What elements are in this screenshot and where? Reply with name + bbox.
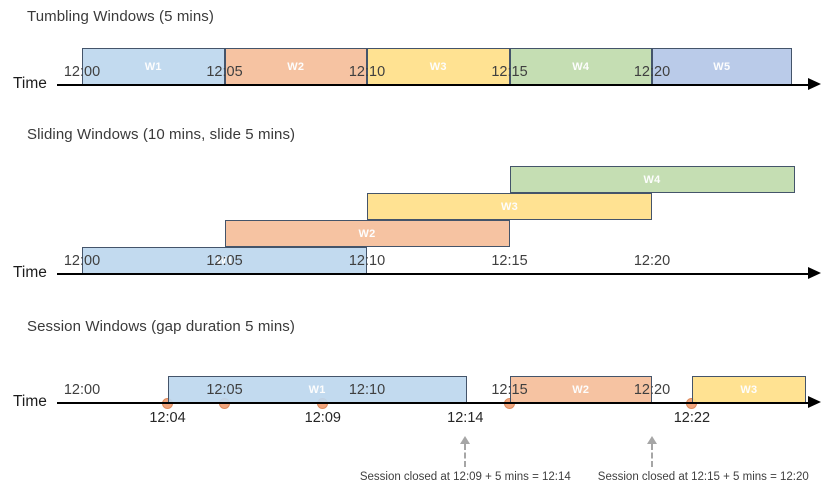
window-label: W4 (572, 60, 590, 73)
window-label: W3 (429, 60, 447, 73)
session-section-title: Session Windows (gap duration 5 mins) (27, 318, 295, 335)
tick-label: 12:20 (633, 382, 671, 398)
window-box-w1: W1 (167, 376, 467, 403)
sliding-section-title: Sliding Windows (10 mins, slide 5 mins) (27, 126, 296, 143)
window-label: W1 (308, 383, 326, 396)
window-label: W1 (215, 254, 234, 267)
window-box-w2: W2 (509, 376, 652, 403)
session-close-annotation: Session closed at 12:15 + 5 mins = 12:20 (597, 471, 809, 483)
tick-label: 12:00 (63, 382, 101, 398)
window-box-w3: W3 (691, 376, 806, 403)
tick-label: 12:20 (633, 253, 671, 269)
event-time-label: 12:09 (304, 410, 341, 426)
tick-label: 12:15 (491, 253, 528, 269)
window-label: W5 (713, 60, 731, 73)
window-box-w4: W4 (509, 48, 652, 85)
window-label: W2 (572, 383, 590, 396)
time-axis-arrowhead-icon (808, 267, 821, 279)
tick-label: 12:05 (206, 253, 243, 269)
session-time-axis-label: Time (13, 393, 47, 410)
tick-label: 12:05 (206, 382, 243, 398)
window-label: W3 (500, 200, 519, 213)
tick-label: 12:10 (348, 253, 386, 269)
tumbling-time-axis-label: Time (13, 75, 47, 92)
tick-label: 12:20 (633, 64, 671, 80)
window-box-w1: W1 (82, 48, 225, 85)
window-box-w4: W4 (509, 166, 795, 193)
time-axis-arrowhead-icon (808, 78, 821, 90)
sliding-time-axis-label: Time (13, 264, 47, 281)
tick-label: 12:05 (206, 64, 243, 80)
session-close-up-arrow-icon (460, 436, 471, 467)
event-time-label: 12:04 (149, 410, 186, 426)
window-box-w2: W2 (224, 220, 510, 247)
window-label: W2 (287, 60, 305, 73)
time-axis-line (57, 402, 808, 404)
window-label: W4 (643, 173, 661, 186)
time-axis-arrowhead-icon (808, 396, 821, 408)
dashed-arrow-stem (651, 444, 653, 467)
window-box-w3: W3 (367, 193, 652, 220)
window-box-w2: W2 (224, 48, 367, 85)
tick-label: 12:00 (63, 253, 101, 269)
session-close-time-label: 12:14 (447, 410, 484, 426)
session-close-annotation: Session closed at 12:09 + 5 mins = 12:14 (359, 471, 571, 483)
event-time-label: 12:22 (673, 410, 711, 426)
tumbling-section-title: Tumbling Windows (5 mins) (27, 8, 214, 25)
session-close-up-arrow-icon (647, 436, 657, 467)
up-arrowhead-icon (460, 436, 471, 444)
window-label: W3 (740, 383, 758, 396)
window-label: W1 (144, 60, 162, 73)
tick-label: 12:10 (348, 64, 386, 80)
time-axis-line (57, 273, 808, 275)
dashed-arrow-stem (464, 444, 467, 467)
tick-label: 12:00 (63, 64, 101, 80)
up-arrowhead-icon (647, 436, 657, 444)
window-box-w5: W5 (652, 48, 792, 85)
tick-label: 12:15 (491, 382, 528, 398)
window-label: W2 (358, 227, 376, 240)
window-box-w1: W1 (82, 247, 367, 274)
time-axis-line (57, 84, 808, 86)
tick-label: 12:10 (348, 382, 386, 398)
tick-label: 12:15 (491, 64, 528, 80)
